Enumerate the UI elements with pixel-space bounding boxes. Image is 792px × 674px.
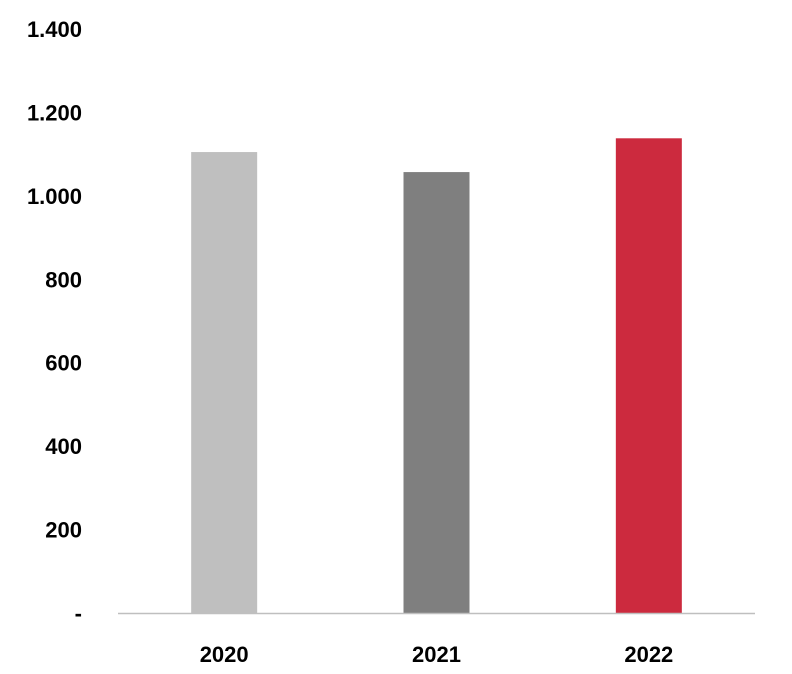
y-tick-label: 1.000 (27, 184, 82, 209)
y-tick-label: 1.200 (27, 100, 82, 125)
x-axis-ticks: 2020 2021 2022 (200, 642, 674, 667)
bar-2022 (615, 138, 682, 613)
y-axis-ticks: - 200 400 600 800 1.000 1.200 1.400 (27, 17, 82, 626)
x-tick-label-2022: 2022 (624, 642, 673, 667)
bar-2020 (191, 152, 258, 614)
y-tick-label: 1.400 (27, 17, 82, 42)
bars (191, 138, 682, 614)
x-tick-label-2020: 2020 (200, 642, 249, 667)
y-tick-label: 800 (45, 267, 82, 292)
y-tick-label: 600 (45, 351, 82, 376)
y-tick-label: 400 (45, 434, 82, 459)
x-tick-label-2021: 2021 (412, 642, 461, 667)
y-tick-label: - (75, 601, 82, 626)
y-tick-label: 200 (45, 518, 82, 543)
bar-2021 (403, 172, 470, 613)
